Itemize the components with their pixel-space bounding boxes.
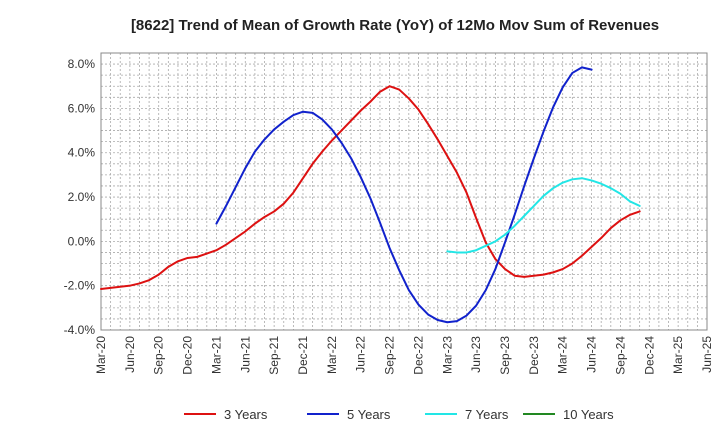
x-tick-label: Mar-24 xyxy=(556,336,570,374)
legend-label-10-years: 10 Years xyxy=(563,407,614,422)
x-tick-label: Sep-24 xyxy=(613,336,627,375)
legend-label-3-years: 3 Years xyxy=(224,407,268,422)
x-tick-label: Sep-22 xyxy=(383,336,397,375)
x-tick-label: Jun-20 xyxy=(123,336,137,373)
x-tick-label: Mar-22 xyxy=(325,336,339,374)
chart-title: [8622] Trend of Mean of Growth Rate (YoY… xyxy=(131,17,659,34)
y-axis-labels: 8.0% 6.0% 4.0% 2.0% 0.0% -2.0% -4.0% xyxy=(64,57,96,337)
x-tick-label: Sep-23 xyxy=(498,336,512,375)
y-tick-label: -4.0% xyxy=(64,323,96,337)
x-tick-label: Jun-25 xyxy=(700,336,714,373)
y-tick-label: -2.0% xyxy=(64,279,96,293)
x-tick-label: Dec-23 xyxy=(527,336,541,375)
x-tick-label: Sep-20 xyxy=(152,336,166,375)
x-tick-label: Jun-22 xyxy=(354,336,368,373)
grid xyxy=(100,52,708,331)
x-tick-label: Mar-21 xyxy=(209,336,223,374)
x-tick-label: Jun-24 xyxy=(585,336,599,373)
legend-label-5-years: 5 Years xyxy=(347,407,391,422)
x-tick-label: Sep-21 xyxy=(267,336,281,375)
x-tick-label: Mar-25 xyxy=(671,336,685,374)
x-tick-label: Mar-20 xyxy=(94,336,108,374)
y-tick-label: 8.0% xyxy=(68,57,96,71)
x-tick-label: Dec-22 xyxy=(411,336,425,375)
y-tick-label: 4.0% xyxy=(68,146,96,160)
series-lines xyxy=(100,66,641,324)
series-line-3-years xyxy=(100,85,641,290)
x-tick-label: Jun-21 xyxy=(238,336,252,373)
x-tick-label: Dec-20 xyxy=(181,336,195,375)
x-tick-label: Jun-23 xyxy=(469,336,483,373)
y-tick-label: 2.0% xyxy=(68,190,96,204)
y-tick-label: 0.0% xyxy=(68,234,96,248)
series-line-5-years xyxy=(215,66,593,324)
legend: 3 Years 5 Years 7 Years 10 Years xyxy=(184,407,614,422)
legend-label-7-years: 7 Years xyxy=(465,407,509,422)
y-tick-label: 6.0% xyxy=(68,101,96,115)
x-axis-labels: Mar-20 Jun-20 Sep-20 Dec-20 Mar-21 Jun-21 Sep-… xyxy=(94,336,714,375)
x-tick-label: Dec-21 xyxy=(296,336,310,375)
series-line-7-years xyxy=(446,177,641,254)
x-tick-label: Mar-23 xyxy=(440,336,454,374)
plot-frame xyxy=(100,52,708,331)
x-tick-label: Dec-24 xyxy=(642,336,656,375)
